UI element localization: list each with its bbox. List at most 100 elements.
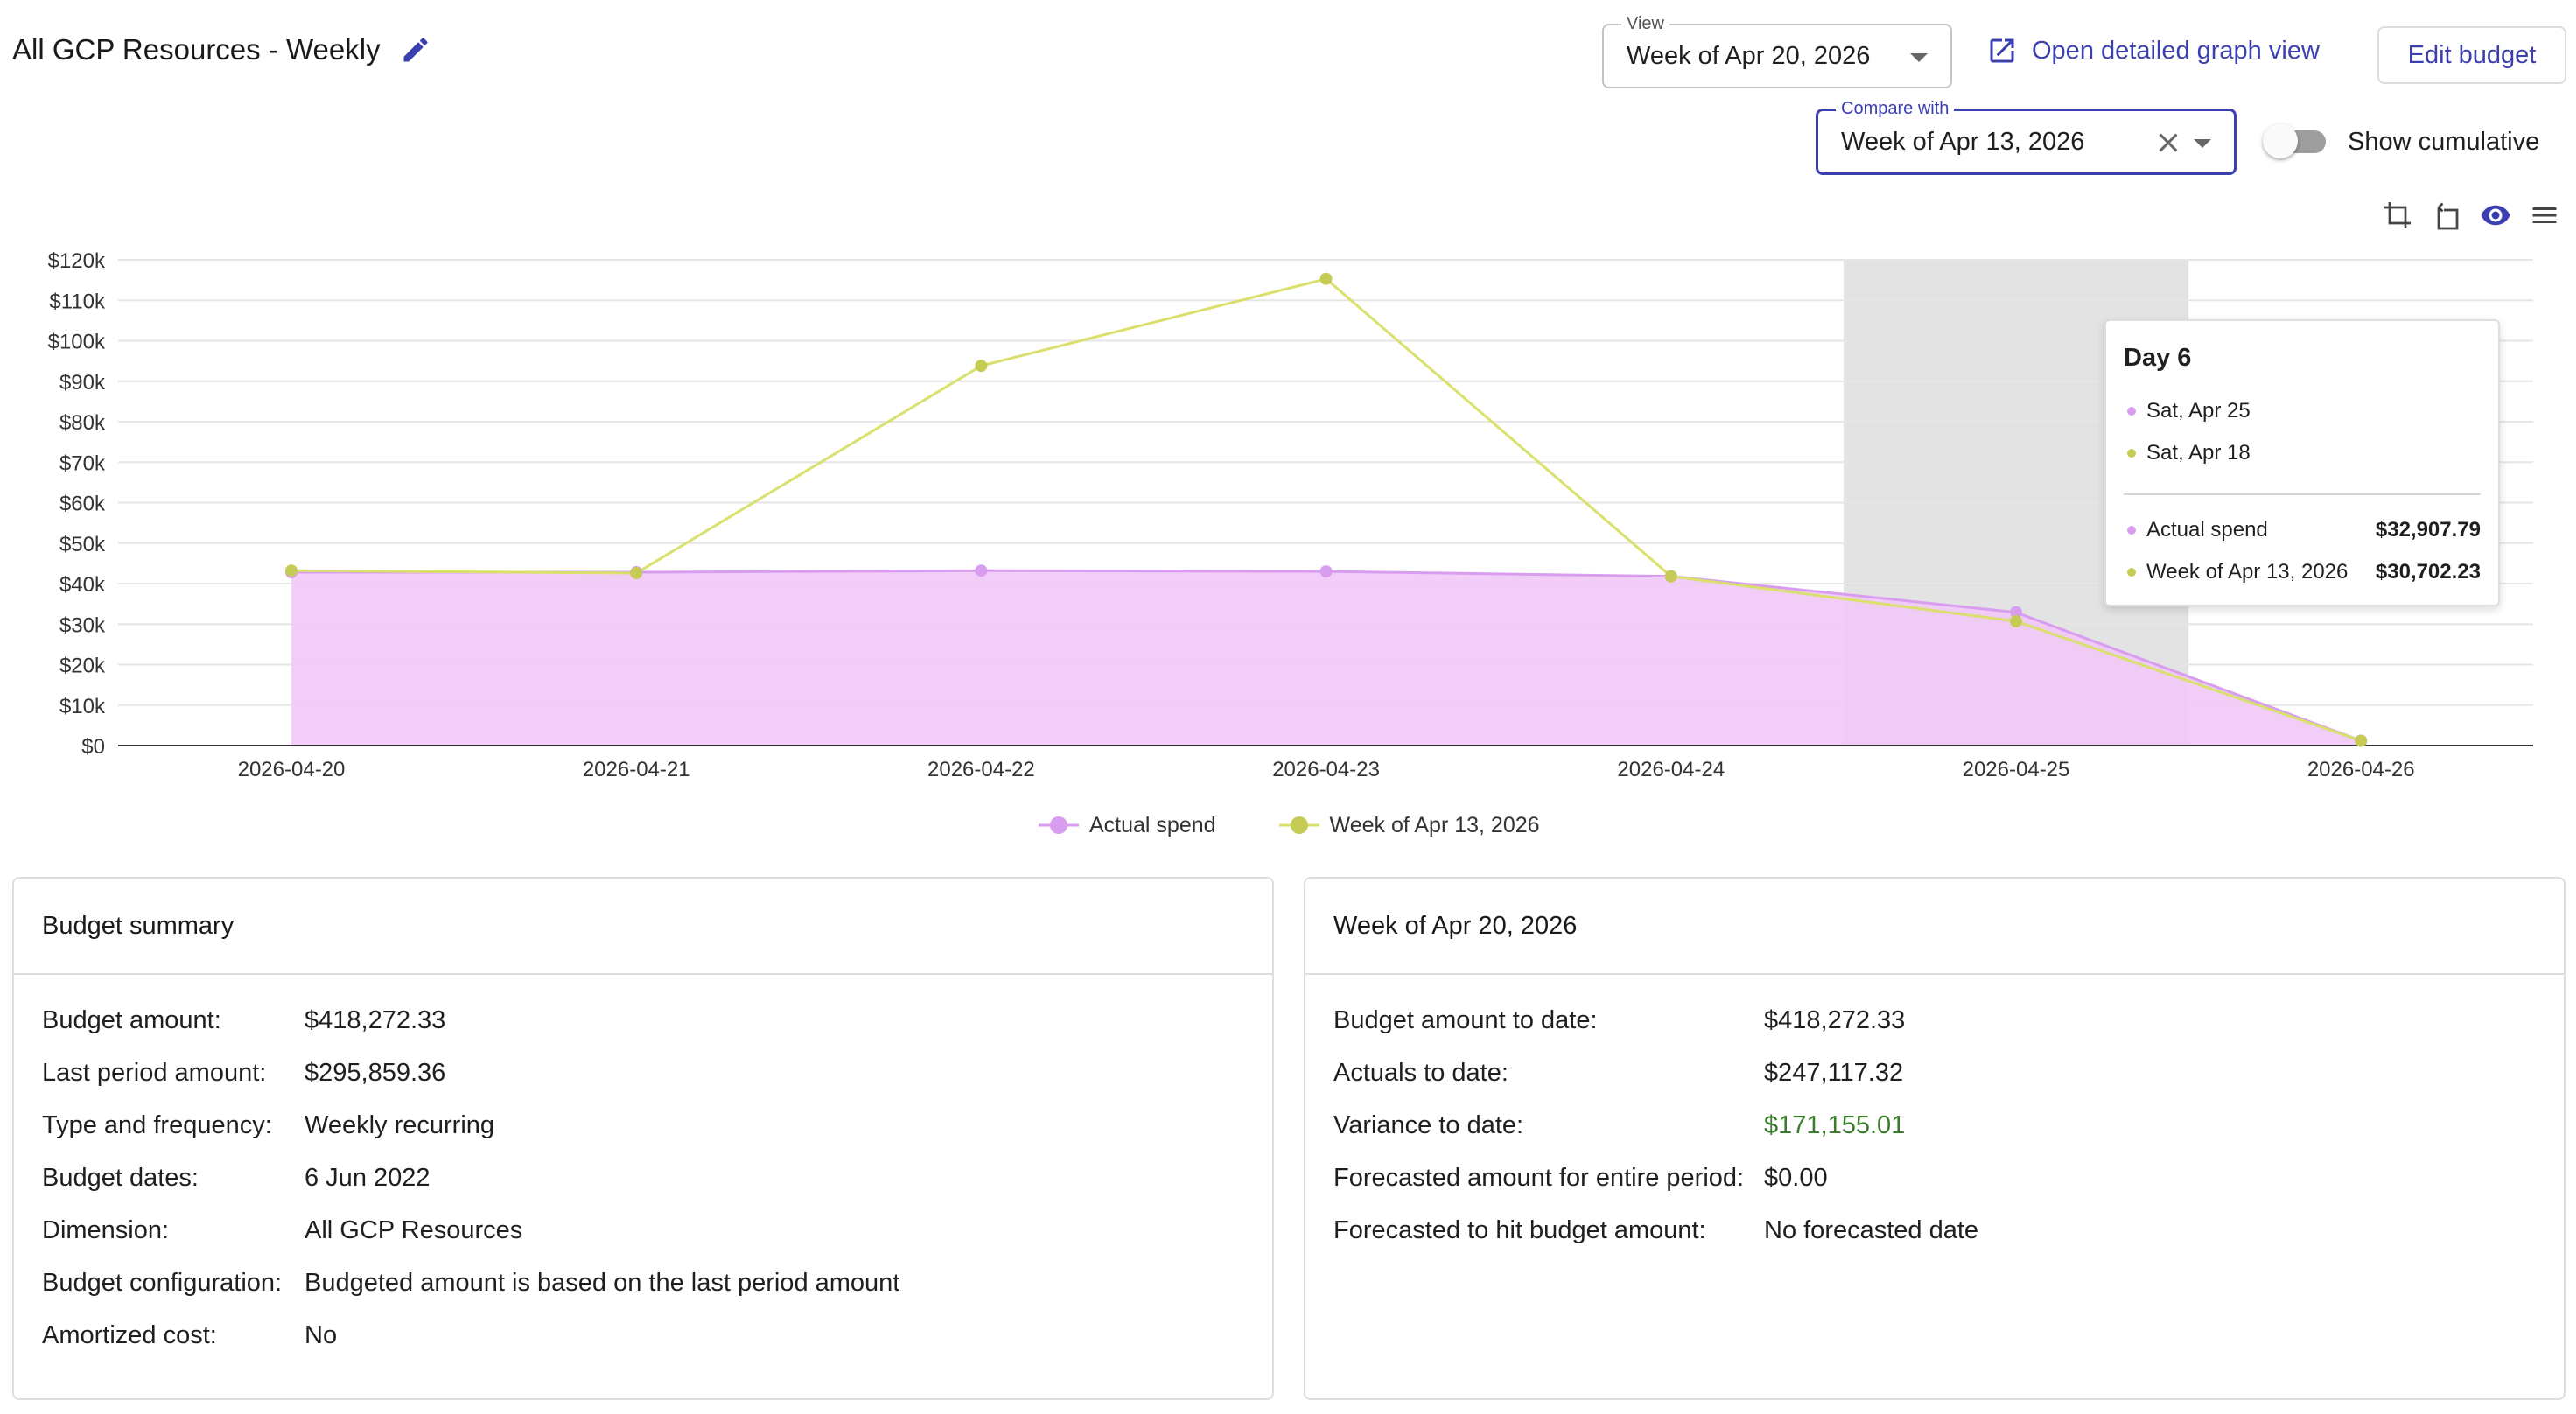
summary-label: Dimension: xyxy=(42,1216,170,1244)
compare-week-point xyxy=(1320,272,1333,285)
tooltip-title: Day 6 xyxy=(2124,344,2192,372)
tooltip-value-row: Actual spend $32,907.79 xyxy=(2124,509,2481,551)
tooltip-date-row: Sat, Apr 25 xyxy=(2124,390,2481,432)
actual-spend-area xyxy=(291,570,2362,746)
budget-summary-rows: Budget amount: $418,272.33 Last period amo… xyxy=(14,975,1272,1374)
view-select[interactable]: View Week of Apr 20, 2026 xyxy=(1602,14,1952,88)
period-summary-rows: Budget amount to date: $418,272.33 Actuals… xyxy=(1306,975,2564,1269)
tooltip-value-label: Actual spend xyxy=(2146,518,2268,542)
compare-with-label: Compare with xyxy=(1836,99,1955,119)
y-tick-label: $10k xyxy=(60,695,106,718)
compare-week-point xyxy=(2355,734,2368,747)
summary-label: Last period amount: xyxy=(42,1059,267,1087)
close-icon[interactable] xyxy=(2152,127,2184,158)
pencil-icon[interactable] xyxy=(400,34,431,66)
summary-row: Variance to date: $171,155.01 xyxy=(1334,1111,2564,1164)
summary-value: $418,272.33 xyxy=(304,1006,446,1034)
crop-icon[interactable] xyxy=(2382,200,2413,231)
menu-icon[interactable] xyxy=(2529,200,2560,231)
reset-zoom-icon[interactable] xyxy=(2431,200,2462,231)
tooltip-value-row: Week of Apr 13, 2026 $30,702.23 xyxy=(2124,551,2481,593)
open-graph-view-label: Open detailed graph view xyxy=(2032,36,2320,65)
legend-item-actual[interactable]: Actual spend xyxy=(1037,812,1216,838)
tooltip-value: $30,702.23 xyxy=(2375,560,2481,584)
summary-row: Budget amount: $418,272.33 xyxy=(42,1006,1272,1059)
compare-week-point xyxy=(630,566,643,579)
summary-row: Actuals to date: $247,117.32 xyxy=(1334,1059,2564,1111)
compare-dot xyxy=(2127,568,2136,577)
compare-with-select[interactable]: Compare with Week of Apr 13, 2026 xyxy=(1816,99,2236,175)
compare-with-value: Week of Apr 13, 2026 xyxy=(1841,128,2085,156)
summary-label: Forecasted amount for entire period: xyxy=(1334,1164,1745,1192)
summary-row: Budget configuration: Budgeted amount is … xyxy=(42,1269,1272,1321)
summary-label: Actuals to date: xyxy=(1334,1059,1508,1087)
legend-marker-compare xyxy=(1278,816,1320,834)
tooltip-date: Sat, Apr 18 xyxy=(2146,441,2250,465)
summary-value: Weekly recurring xyxy=(304,1111,495,1139)
summary-value: $0.00 xyxy=(1764,1164,1828,1192)
summary-row: Amortized cost: No xyxy=(42,1321,1272,1374)
y-tick-label: $80k xyxy=(60,411,106,435)
y-tick-label: $90k xyxy=(60,371,106,395)
chart-legend: Actual spend Week of Apr 13, 2026 xyxy=(1037,812,1540,838)
x-tick-label: 2026-04-24 xyxy=(1617,758,1725,781)
toggle-thumb xyxy=(2263,123,2298,158)
x-tick-label: 2026-04-23 xyxy=(1272,758,1380,781)
actual-spend-point xyxy=(975,564,988,578)
summary-value: No forecasted date xyxy=(1764,1216,1979,1244)
edit-budget-button[interactable]: Edit budget xyxy=(2377,26,2566,84)
x-tick-label: 2026-04-20 xyxy=(238,758,346,781)
summary-label: Budget amount: xyxy=(42,1006,221,1034)
view-select-label: View xyxy=(1621,14,1670,34)
card-title: Budget summary xyxy=(14,878,1272,975)
summary-row: Forecasted to hit budget amount: No forec… xyxy=(1334,1216,2564,1269)
compare-week-point xyxy=(975,360,988,373)
compare-dot xyxy=(2127,449,2136,458)
x-tick-label: 2026-04-26 xyxy=(2307,758,2415,781)
chart-toolbar xyxy=(2382,200,2560,231)
legend-label: Week of Apr 13, 2026 xyxy=(1329,812,1540,837)
summary-label: Type and frequency: xyxy=(42,1111,272,1139)
summary-value: $171,155.01 xyxy=(1764,1111,1906,1139)
y-tick-label: $70k xyxy=(60,452,106,475)
y-tick-label: $60k xyxy=(60,493,106,516)
summary-row: Budget dates: 6 Jun 2022 xyxy=(42,1164,1272,1216)
legend-item-compare[interactable]: Week of Apr 13, 2026 xyxy=(1278,812,1540,838)
x-tick-label: 2026-04-25 xyxy=(1963,758,2070,781)
actual-dot xyxy=(2127,407,2136,416)
summary-value: $295,859.36 xyxy=(304,1059,446,1087)
tooltip-value-label: Week of Apr 13, 2026 xyxy=(2146,560,2348,584)
summary-label: Forecasted to hit budget amount: xyxy=(1334,1216,1706,1244)
summary-value: 6 Jun 2022 xyxy=(304,1164,430,1192)
external-link-icon xyxy=(1986,35,2018,66)
tooltip-date: Sat, Apr 25 xyxy=(2146,399,2250,423)
summary-row: Budget amount to date: $418,272.33 xyxy=(1334,1006,2564,1059)
compare-week-point xyxy=(2010,615,2022,628)
open-graph-view-link[interactable]: Open detailed graph view xyxy=(1986,35,2320,66)
tooltip-date-row: Sat, Apr 18 xyxy=(2124,432,2481,474)
cumulative-toggle[interactable] xyxy=(2263,123,2328,158)
budget-summary-card: Budget summary Budget amount: $418,272.33… xyxy=(12,877,1274,1400)
x-tick-label: 2026-04-21 xyxy=(583,758,690,781)
summary-label: Budget dates: xyxy=(42,1164,199,1192)
actual-spend-point xyxy=(2010,606,2022,619)
summary-value: No xyxy=(304,1321,338,1349)
summary-row: Last period amount: $295,859.36 xyxy=(42,1059,1272,1111)
actual-dot xyxy=(2127,526,2136,535)
summary-value: $418,272.33 xyxy=(1764,1006,1906,1034)
period-summary-card: Week of Apr 20, 2026 Budget amount to da… xyxy=(1304,877,2566,1400)
summary-row: Dimension: All GCP Resources xyxy=(42,1216,1272,1269)
summary-value: Budgeted amount is based on the last per… xyxy=(304,1269,900,1297)
summary-row: Forecasted amount for entire period: $0.0… xyxy=(1334,1164,2564,1216)
title-row: All GCP Resources - Weekly xyxy=(12,33,431,66)
summary-row: Type and frequency: Weekly recurring xyxy=(42,1111,1272,1164)
tooltip-divider xyxy=(2124,494,2481,495)
cumulative-label: Show cumulative xyxy=(2348,128,2540,156)
y-tick-label: $0 xyxy=(81,735,105,759)
x-tick-label: 2026-04-22 xyxy=(928,758,1035,781)
summary-label: Budget configuration: xyxy=(42,1269,283,1297)
y-tick-label: $40k xyxy=(60,573,106,597)
view-select-value: Week of Apr 20, 2026 xyxy=(1627,42,1871,70)
tooltip-value: $32,907.79 xyxy=(2375,518,2481,542)
eye-icon[interactable] xyxy=(2480,200,2511,231)
